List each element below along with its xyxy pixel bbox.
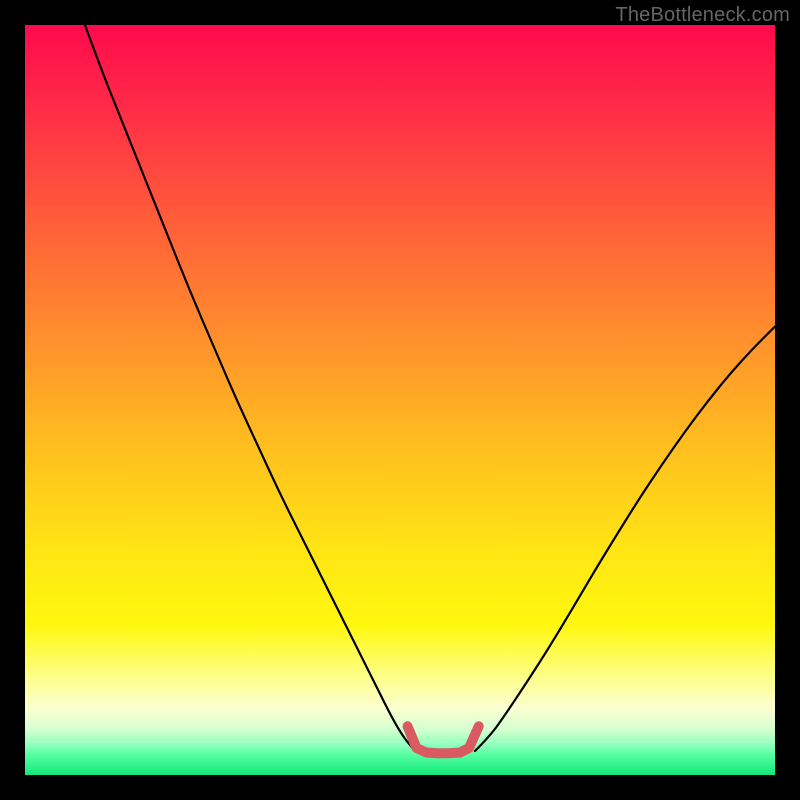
bottleneck-curve-left (85, 25, 415, 751)
bottleneck-curve-right (475, 327, 775, 752)
curve-layer (25, 25, 775, 775)
plot-area (25, 25, 775, 775)
watermark-text: TheBottleneck.com (615, 4, 790, 27)
chart-frame: TheBottleneck.com (0, 0, 800, 800)
trough-marker (408, 726, 479, 753)
